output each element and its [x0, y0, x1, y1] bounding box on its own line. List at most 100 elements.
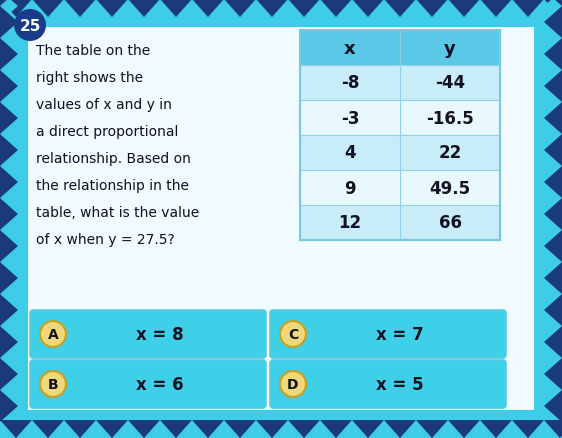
- Polygon shape: [0, 0, 18, 23]
- Bar: [28, 28, 534, 410]
- Polygon shape: [480, 420, 512, 438]
- Text: -3: -3: [341, 109, 359, 127]
- Polygon shape: [0, 39, 18, 71]
- Polygon shape: [544, 326, 562, 358]
- Polygon shape: [0, 135, 18, 166]
- Circle shape: [40, 371, 66, 397]
- Polygon shape: [384, 0, 416, 18]
- Polygon shape: [256, 0, 288, 18]
- Polygon shape: [0, 87, 18, 119]
- Polygon shape: [96, 420, 128, 438]
- Polygon shape: [0, 183, 18, 215]
- Polygon shape: [544, 247, 562, 279]
- Polygon shape: [544, 262, 562, 294]
- Polygon shape: [320, 420, 352, 438]
- Polygon shape: [0, 262, 18, 294]
- Text: 25: 25: [19, 18, 40, 33]
- Text: right shows the: right shows the: [36, 71, 143, 85]
- Polygon shape: [128, 420, 160, 438]
- Polygon shape: [128, 420, 160, 438]
- Polygon shape: [544, 0, 562, 18]
- Polygon shape: [192, 420, 224, 438]
- Polygon shape: [32, 0, 64, 18]
- Polygon shape: [544, 198, 562, 230]
- Polygon shape: [0, 7, 18, 39]
- Polygon shape: [544, 406, 562, 438]
- Polygon shape: [0, 215, 18, 247]
- Polygon shape: [544, 0, 562, 23]
- Polygon shape: [32, 420, 64, 438]
- Polygon shape: [352, 420, 384, 438]
- Polygon shape: [128, 0, 160, 18]
- Polygon shape: [544, 0, 562, 18]
- Polygon shape: [0, 326, 18, 358]
- Polygon shape: [64, 420, 96, 438]
- Polygon shape: [64, 0, 96, 18]
- Polygon shape: [544, 119, 562, 151]
- Polygon shape: [544, 342, 562, 374]
- Bar: [300, 136, 500, 171]
- Bar: [300, 31, 500, 240]
- Polygon shape: [416, 420, 448, 438]
- Polygon shape: [480, 0, 512, 18]
- Polygon shape: [288, 420, 320, 438]
- Polygon shape: [448, 420, 480, 438]
- Text: 22: 22: [438, 144, 461, 162]
- Polygon shape: [544, 374, 562, 406]
- Bar: [30, 30, 532, 408]
- Polygon shape: [0, 0, 18, 7]
- FancyBboxPatch shape: [270, 310, 506, 358]
- Polygon shape: [544, 55, 562, 87]
- Polygon shape: [128, 0, 160, 18]
- Polygon shape: [192, 0, 224, 18]
- Text: the relationship in the: the relationship in the: [36, 179, 189, 193]
- Polygon shape: [352, 420, 384, 438]
- FancyBboxPatch shape: [270, 360, 506, 408]
- Polygon shape: [0, 406, 18, 438]
- Polygon shape: [0, 198, 18, 230]
- Polygon shape: [64, 420, 96, 438]
- Text: A: A: [48, 327, 58, 341]
- Circle shape: [14, 10, 46, 42]
- Polygon shape: [0, 55, 18, 87]
- Text: x = 8: x = 8: [136, 325, 184, 343]
- Text: C: C: [288, 327, 298, 341]
- Bar: [300, 31, 500, 66]
- Polygon shape: [288, 420, 320, 438]
- Polygon shape: [544, 39, 562, 71]
- Text: x = 5: x = 5: [376, 375, 424, 393]
- Text: 4: 4: [344, 144, 356, 162]
- Polygon shape: [544, 135, 562, 166]
- Polygon shape: [0, 71, 18, 103]
- Text: table, what is the value: table, what is the value: [36, 205, 200, 219]
- Polygon shape: [0, 0, 32, 18]
- Circle shape: [280, 321, 306, 347]
- Polygon shape: [544, 279, 562, 310]
- Polygon shape: [0, 0, 32, 18]
- Polygon shape: [224, 420, 256, 438]
- Polygon shape: [384, 420, 416, 438]
- Text: 12: 12: [338, 214, 361, 232]
- Bar: [300, 171, 500, 205]
- Polygon shape: [0, 342, 18, 374]
- Polygon shape: [544, 294, 562, 326]
- Polygon shape: [384, 0, 416, 18]
- Polygon shape: [352, 0, 384, 18]
- Text: a direct proportional: a direct proportional: [36, 125, 178, 139]
- Polygon shape: [256, 420, 288, 438]
- Polygon shape: [256, 420, 288, 438]
- Polygon shape: [512, 0, 544, 18]
- Text: y: y: [444, 39, 456, 57]
- Polygon shape: [96, 0, 128, 18]
- Polygon shape: [544, 358, 562, 390]
- Polygon shape: [544, 215, 562, 247]
- Polygon shape: [192, 0, 224, 18]
- Text: D: D: [287, 377, 299, 391]
- Polygon shape: [544, 0, 562, 7]
- Polygon shape: [0, 230, 18, 262]
- Text: x = 6: x = 6: [136, 375, 184, 393]
- Text: x = 7: x = 7: [376, 325, 424, 343]
- Polygon shape: [0, 374, 18, 406]
- Polygon shape: [544, 7, 562, 39]
- Polygon shape: [544, 420, 562, 438]
